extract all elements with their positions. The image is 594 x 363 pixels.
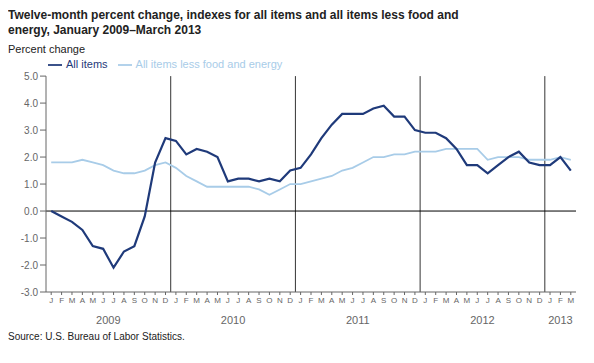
svg-text:J: J: [174, 296, 178, 305]
svg-text:M: M: [318, 296, 325, 305]
html-text:energy, January 2009–March 201: energy, January 2009–March 2013: [8, 23, 202, 37]
svg-text:2009: 2009: [96, 314, 120, 326]
svg-text:M: M: [193, 296, 200, 305]
svg-text:M: M: [69, 296, 76, 305]
svg-text:J: J: [112, 296, 116, 305]
svg-text:O: O: [391, 296, 397, 305]
svg-text:2011: 2011: [346, 314, 370, 326]
svg-text:O: O: [266, 296, 272, 305]
html-text:All items: All items: [66, 58, 108, 70]
svg-text:M: M: [339, 296, 346, 305]
html-text:All items less food and energy: All items less food and energy: [135, 58, 283, 70]
svg-text:S: S: [132, 296, 137, 305]
svg-text:J: J: [423, 296, 427, 305]
svg-text:S: S: [256, 296, 261, 305]
svg-text:D: D: [412, 296, 418, 305]
svg-text:J: J: [486, 296, 490, 305]
svg-text:5.0: 5.0: [24, 71, 38, 82]
svg-text:3.0: 3.0: [24, 125, 38, 136]
svg-text:N: N: [152, 296, 158, 305]
svg-text:1.0: 1.0: [24, 179, 38, 190]
svg-text:N: N: [402, 296, 408, 305]
svg-text:2013: 2013: [548, 314, 572, 326]
svg-text:M: M: [89, 296, 96, 305]
svg-text:M: M: [464, 296, 471, 305]
svg-text:-1.0: -1.0: [21, 233, 39, 244]
html-text:Percent change: Percent change: [8, 43, 86, 55]
svg-text:J: J: [361, 296, 365, 305]
svg-text:S: S: [506, 296, 511, 305]
svg-text:F: F: [558, 296, 563, 305]
svg-text:A: A: [246, 296, 252, 305]
svg-text:F: F: [59, 296, 64, 305]
html-text:Twelve-month percent change, i: Twelve-month percent change, indexes for…: [8, 8, 459, 22]
svg-text:F: F: [309, 296, 314, 305]
svg-text:J: J: [475, 296, 479, 305]
svg-text:A: A: [121, 296, 127, 305]
svg-text:N: N: [277, 296, 283, 305]
svg-text:-3.0: -3.0: [21, 287, 39, 298]
svg-text:J: J: [548, 296, 552, 305]
svg-text:2.0: 2.0: [24, 152, 38, 163]
html-text:Source: U.S. Bureau of Labor S: Source: U.S. Bureau of Labor Statistics.: [8, 331, 185, 342]
svg-text:S: S: [381, 296, 386, 305]
svg-text:O: O: [516, 296, 522, 305]
svg-text:N: N: [526, 296, 532, 305]
svg-text:M: M: [214, 296, 221, 305]
svg-text:A: A: [454, 296, 460, 305]
svg-text:2010: 2010: [221, 314, 245, 326]
svg-text:-2.0: -2.0: [21, 260, 39, 271]
svg-text:0.0: 0.0: [24, 206, 38, 217]
svg-text:4.0: 4.0: [24, 98, 38, 109]
svg-text:J: J: [236, 296, 240, 305]
svg-text:J: J: [49, 296, 53, 305]
svg-text:A: A: [371, 296, 377, 305]
svg-text:A: A: [204, 296, 210, 305]
svg-text:F: F: [184, 296, 189, 305]
svg-text:D: D: [287, 296, 293, 305]
svg-text:J: J: [226, 296, 230, 305]
svg-text:O: O: [142, 296, 148, 305]
svg-text:D: D: [163, 296, 169, 305]
svg-text:J: J: [351, 296, 355, 305]
svg-text:J: J: [299, 296, 303, 305]
svg-text:A: A: [329, 296, 335, 305]
svg-text:M: M: [567, 296, 574, 305]
svg-text:A: A: [80, 296, 86, 305]
svg-text:F: F: [433, 296, 438, 305]
svg-text:A: A: [495, 296, 501, 305]
svg-text:J: J: [101, 296, 105, 305]
svg-text:2012: 2012: [470, 314, 494, 326]
svg-text:D: D: [537, 296, 543, 305]
svg-text:M: M: [443, 296, 450, 305]
